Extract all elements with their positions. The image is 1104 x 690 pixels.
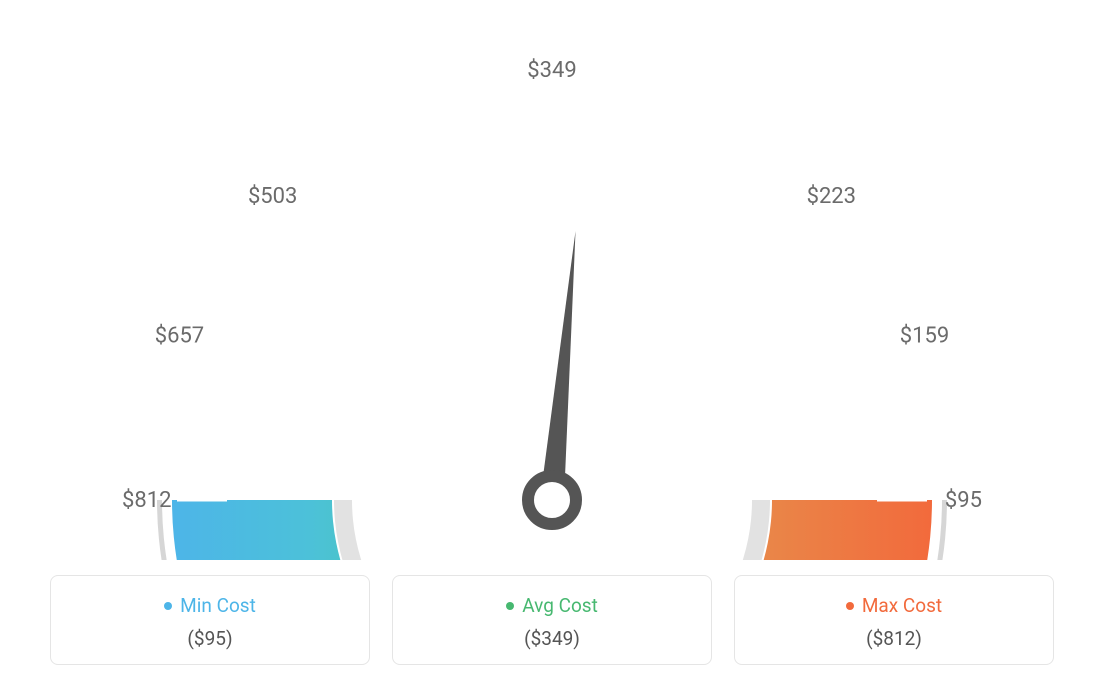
legend-card-min: Min Cost ($95) — [50, 575, 370, 665]
gauge-tick-major — [852, 356, 898, 375]
legend-value-avg: ($349) — [403, 627, 701, 650]
gauge-tick-minor — [184, 427, 218, 434]
gauge-needle — [540, 231, 575, 501]
gauge-tick-minor — [885, 427, 919, 434]
gauge-chart: $95 $159 $223 $349 $503 $657 $812 — [0, 0, 1104, 560]
legend-label-min: Min Cost — [180, 594, 256, 617]
legend-label-max: Max Cost — [862, 594, 942, 617]
legend-head-avg: Avg Cost — [403, 594, 701, 617]
legend-dot-max — [846, 602, 854, 610]
gauge-tick-major — [287, 235, 322, 270]
legend-dot-min — [164, 602, 172, 610]
legend-value-min: ($95) — [61, 627, 359, 650]
legend-label-avg: Avg Cost — [522, 594, 598, 617]
gauge-tick-major — [782, 235, 817, 270]
gauge-tick-minor — [682, 154, 695, 186]
gauge-tick-label: $95 — [945, 488, 982, 513]
legend-head-min: Min Cost — [61, 594, 359, 617]
gauge-tick-label: $223 — [807, 184, 856, 209]
gauge-svg: $95 $159 $223 $349 $503 $657 $812 — [0, 0, 1104, 560]
gauge-tick-label: $349 — [527, 58, 576, 83]
gauge-tick-label: $657 — [155, 323, 204, 348]
legend-row: Min Cost ($95) Avg Cost ($349) Max Cost … — [50, 575, 1054, 665]
gauge-tick-label: $812 — [122, 488, 171, 513]
legend-head-max: Max Cost — [745, 594, 1043, 617]
legend-card-avg: Avg Cost ($349) — [392, 575, 712, 665]
gauge-tick-label: $159 — [900, 323, 949, 348]
gauge-needle-hub — [528, 476, 576, 524]
gauge-tick-minor — [240, 292, 269, 311]
legend-dot-avg — [506, 602, 514, 610]
gauge-tick-major — [206, 356, 252, 375]
legend-value-max: ($812) — [745, 627, 1043, 650]
gauge-tick-label: $503 — [248, 184, 297, 209]
gauge-tick-minor — [835, 292, 864, 311]
gauge-tick-minor — [408, 154, 421, 186]
legend-card-max: Max Cost ($812) — [734, 575, 1054, 665]
